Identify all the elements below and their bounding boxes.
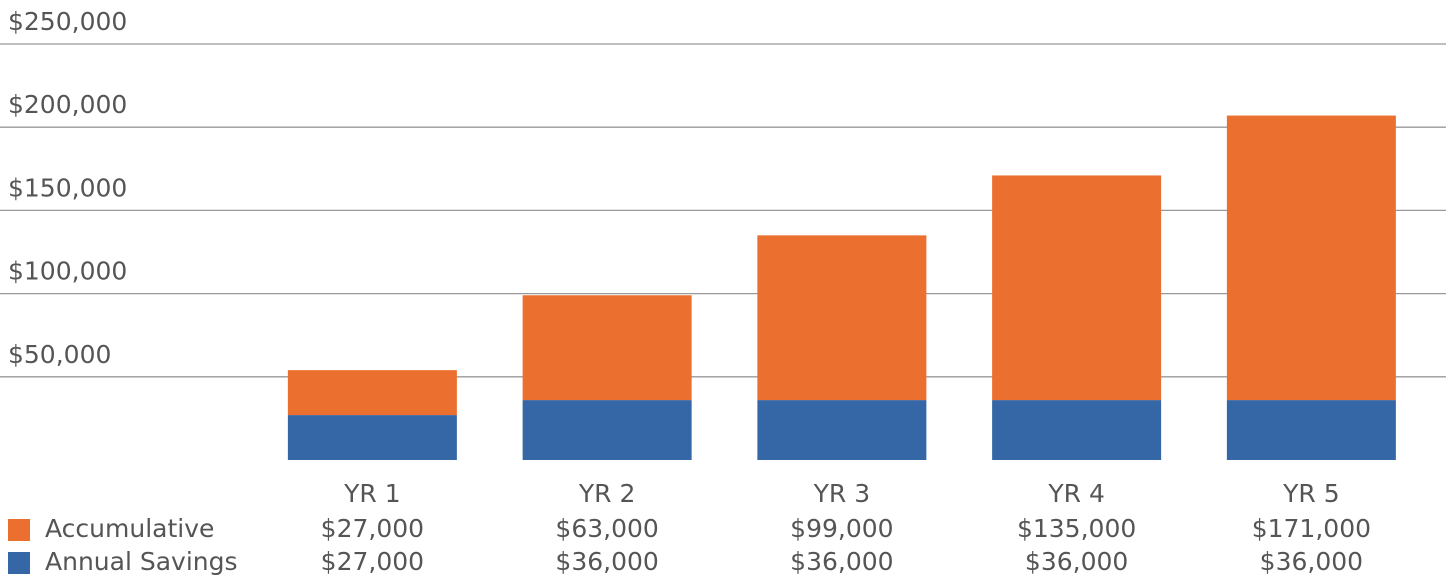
table-value: $36,000 (1025, 547, 1128, 576)
legend-label: Annual Savings (45, 547, 238, 576)
y-tick-label: $200,000 (8, 90, 127, 119)
legend-swatch (8, 552, 30, 574)
bar-segment (1226, 400, 1396, 460)
legend-swatch (8, 519, 30, 541)
y-tick-label: $150,000 (8, 173, 127, 202)
table-value: $171,000 (1252, 514, 1371, 543)
bar-segment (1226, 115, 1396, 401)
bar-segment (287, 370, 457, 416)
bar-segment (287, 415, 457, 460)
x-tick-label: YR 2 (578, 479, 636, 508)
x-tick-label: YR 3 (813, 479, 871, 508)
table-value: $99,000 (790, 514, 893, 543)
bar-segment (522, 400, 692, 460)
bar-segment (757, 235, 927, 401)
legend-label: Accumulative (45, 514, 214, 543)
table-value: $36,000 (555, 547, 658, 576)
x-tick-label: YR 4 (1047, 479, 1105, 508)
table-value: $135,000 (1017, 514, 1136, 543)
table-value: $27,000 (321, 514, 424, 543)
bar-segment (992, 400, 1162, 460)
y-tick-label: $50,000 (8, 340, 111, 369)
x-tick-label: YR 1 (343, 479, 401, 508)
table-value: $36,000 (790, 547, 893, 576)
bar-segment (992, 175, 1162, 401)
bar-segment (757, 400, 927, 460)
bar-segment (522, 295, 692, 401)
x-tick-label: YR 5 (1282, 479, 1340, 508)
table-value: $63,000 (555, 514, 658, 543)
y-tick-label: $250,000 (8, 7, 127, 36)
table-value: $27,000 (321, 547, 424, 576)
table-value: $36,000 (1260, 547, 1363, 576)
y-tick-label: $100,000 (8, 257, 127, 286)
